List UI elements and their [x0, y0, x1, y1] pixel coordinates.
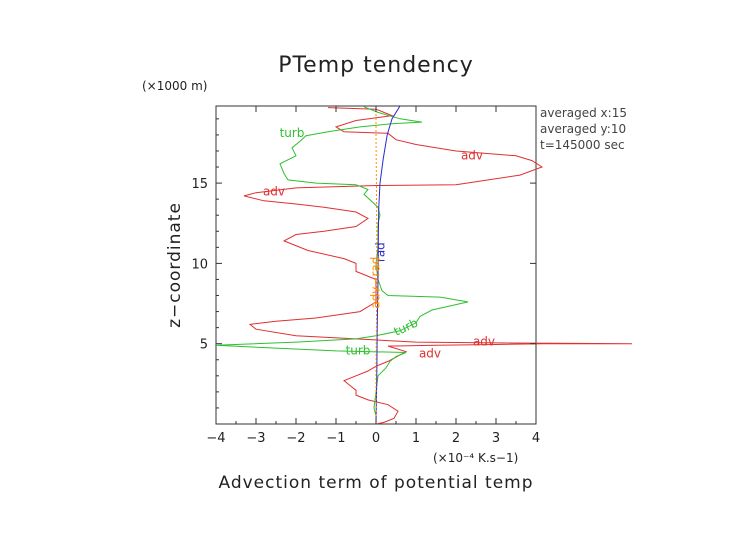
- x-tick-label: 1: [412, 431, 420, 446]
- series-label: adv: [263, 184, 285, 198]
- series-line: [375, 106, 378, 424]
- x-unit-label: (×10⁻⁴ K.s−1): [433, 451, 518, 465]
- series-line: [243, 107, 633, 424]
- info-line: t=145000 sec: [540, 138, 625, 152]
- y-tick-label: 5: [200, 338, 208, 353]
- x-axis-title: Advection term of potential temp: [218, 473, 533, 493]
- series-label: adv: [461, 148, 483, 162]
- series-adv: adv adv adv adv: [243, 107, 633, 424]
- series-label: adv: [473, 335, 495, 349]
- series-label: adv: [419, 347, 441, 361]
- x-tick-label: −1: [326, 431, 345, 446]
- series-label: turb: [346, 343, 371, 357]
- series-turb: turb turb turb: [216, 106, 469, 424]
- x-tick-label: −2: [286, 431, 305, 446]
- y-tick-label: 10: [191, 257, 208, 272]
- x-tick-label: 4: [532, 431, 540, 446]
- series-label: adv−rad: [369, 257, 383, 309]
- x-tick-label: 3: [492, 431, 500, 446]
- info-line: averaged y:10: [540, 122, 626, 136]
- series-label: turb: [392, 316, 420, 339]
- series-line: [375, 106, 401, 424]
- x-tick-label: −4: [206, 431, 225, 446]
- series-adv-rad: adv−rad: [369, 106, 383, 424]
- series-line: [216, 106, 469, 424]
- chart-title: PTemp tendency: [278, 53, 474, 78]
- series-label: turb: [280, 126, 305, 140]
- y-tick-label: 15: [191, 177, 208, 192]
- x-tick-label: 2: [452, 431, 460, 446]
- info-box: averaged x:15 averaged y:10 t=145000 sec: [540, 106, 627, 152]
- x-tick-label: 0: [372, 431, 380, 446]
- x-tick-label: −3: [246, 431, 265, 446]
- info-line: averaged x:15: [540, 106, 627, 120]
- axes-layer: −4 −3 −2 −1 0 1 2 3 4 5 10 15: [191, 106, 540, 446]
- y-axis-title: z−coordinate: [165, 202, 185, 328]
- y-unit-label: (×1000 m): [142, 79, 207, 93]
